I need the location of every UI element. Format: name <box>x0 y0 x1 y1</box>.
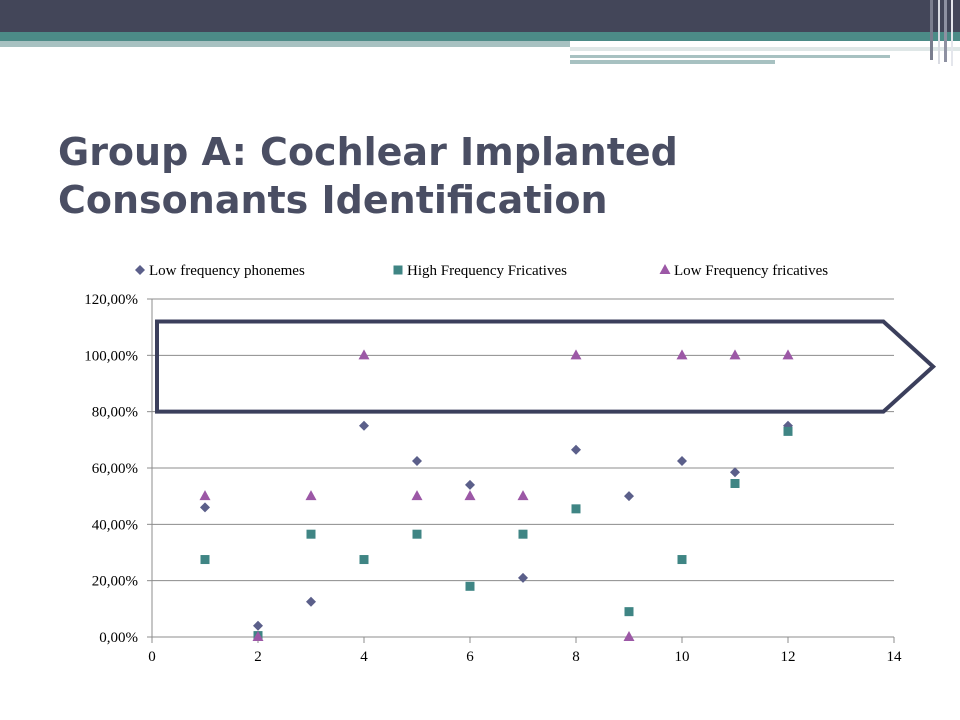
data-point-square <box>412 529 422 539</box>
header-stripe-1 <box>930 0 933 60</box>
data-point-triangle <box>411 490 423 501</box>
data-point-diamond <box>730 467 740 478</box>
chart-marks <box>199 349 794 641</box>
data-point-square <box>783 426 793 436</box>
y-tick-label: 20,00% <box>92 574 138 590</box>
x-tick-label: 10 <box>675 649 690 665</box>
data-point-triangle <box>464 490 476 501</box>
x-tick-label: 0 <box>148 649 156 665</box>
highlight-arrow-group <box>155 319 937 414</box>
data-point-triangle <box>517 490 529 501</box>
legend-marker-square <box>393 265 403 275</box>
header-accent-line <box>570 55 890 58</box>
header-teal-bar <box>0 32 960 41</box>
legend-label: High Frequency Fricatives <box>407 263 567 279</box>
y-tick-label: 0,00% <box>99 630 138 646</box>
y-tick-label: 60,00% <box>92 461 138 477</box>
chart-tick-labels: 0,00% 20,00% 40,00% 60,00% 80,00% 100,00% 120,… <box>84 292 902 665</box>
legend-label: Low frequency phonemes <box>149 263 305 279</box>
highlight-arrow <box>155 319 937 414</box>
data-point-square <box>465 581 475 591</box>
data-point-square <box>518 529 528 539</box>
x-tick-label: 12 <box>781 649 796 665</box>
chart-axes <box>147 298 895 643</box>
legend-label: Low Frequency fricatives <box>674 263 828 279</box>
x-tick-label: 6 <box>466 649 474 665</box>
chart-gridlines <box>152 298 894 638</box>
data-point-triangle <box>358 349 370 360</box>
header-light-bar <box>0 41 570 47</box>
x-tick-label: 4 <box>360 649 368 665</box>
header-accent-line-2 <box>570 60 775 64</box>
series-1 <box>200 420 793 631</box>
header-dark-bar <box>0 0 960 32</box>
data-point-triangle <box>570 349 582 360</box>
data-point-square <box>571 504 581 514</box>
x-tick-label: 2 <box>254 649 262 665</box>
data-point-diamond <box>571 444 581 455</box>
legend-marker-diamond <box>135 265 145 275</box>
legend-marker-triangle <box>659 264 671 274</box>
y-tick-label: 40,00% <box>92 517 138 533</box>
chart-legend: Low frequency phonemes High Frequency Fri… <box>135 263 828 279</box>
slide-header-bars <box>0 0 960 66</box>
slide-title: Group A: Cochlear Implanted Consonants I… <box>58 130 678 222</box>
data-point-diamond <box>465 479 475 490</box>
data-point-diamond <box>624 491 634 502</box>
data-point-square <box>306 529 316 539</box>
series-2 <box>200 426 793 641</box>
y-tick-label: 80,00% <box>92 405 138 421</box>
data-point-square <box>677 555 687 565</box>
data-point-diamond <box>677 455 687 466</box>
data-point-triangle <box>305 490 317 501</box>
header-stripe-3 <box>944 0 947 62</box>
y-tick-label: 120,00% <box>84 292 138 308</box>
data-point-square <box>624 607 634 617</box>
header-light-bar-right <box>570 47 960 51</box>
data-point-triangle <box>199 490 211 501</box>
data-point-square <box>730 478 740 488</box>
header-stripe-4 <box>951 0 953 66</box>
data-point-triangle <box>676 349 688 360</box>
y-tick-label: 100,00% <box>84 348 138 364</box>
data-point-diamond <box>518 572 528 583</box>
data-point-triangle <box>623 631 635 641</box>
data-point-triangle <box>782 349 794 360</box>
data-point-diamond <box>306 596 316 607</box>
header-stripe-2 <box>938 0 940 64</box>
data-point-diamond <box>412 455 422 466</box>
data-point-diamond <box>253 620 263 631</box>
x-tick-label: 14 <box>887 649 903 665</box>
data-point-diamond <box>359 420 369 431</box>
data-point-square <box>200 555 210 565</box>
data-point-square <box>359 555 369 565</box>
series-3 <box>199 349 794 641</box>
data-point-triangle <box>252 631 264 641</box>
data-point-diamond <box>200 502 210 513</box>
data-point-triangle <box>729 349 741 360</box>
x-tick-label: 8 <box>572 649 580 665</box>
scatter-chart: Low frequency phonemes High Frequency Fri… <box>84 263 937 665</box>
